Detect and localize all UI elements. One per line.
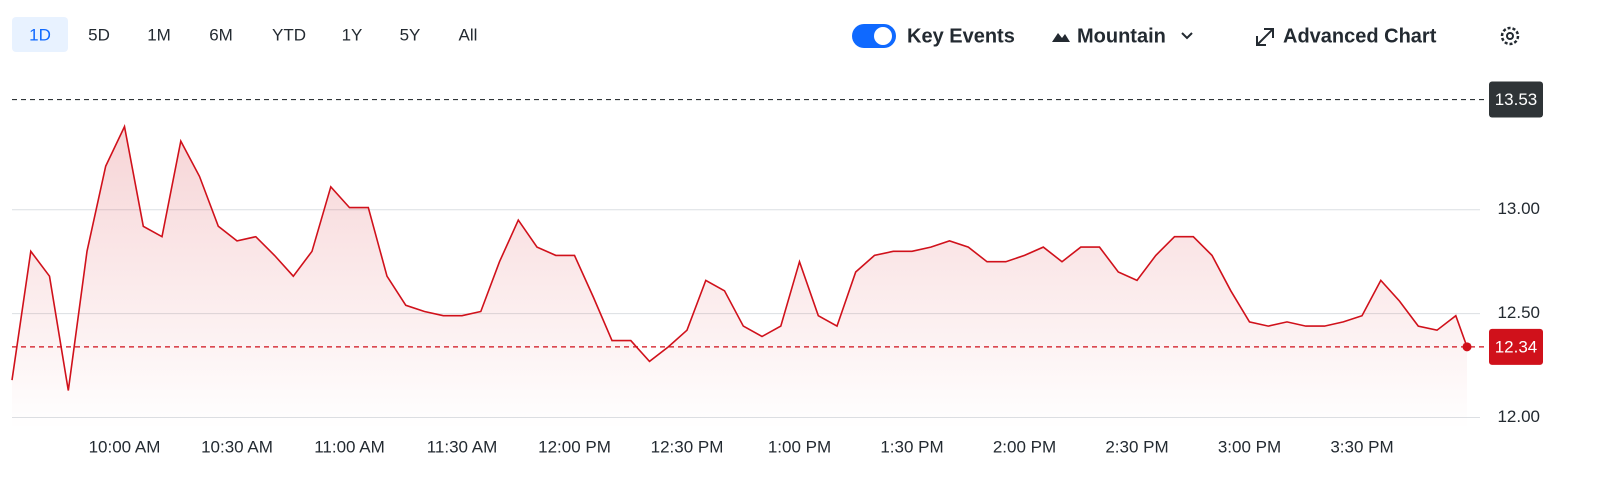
range-button[interactable]: 6M [209, 25, 233, 44]
price-area [12, 126, 1467, 430]
advanced-chart-label[interactable]: Advanced Chart [1283, 25, 1437, 47]
range-button[interactable]: 5Y [400, 25, 421, 44]
settings-icon[interactable] [1500, 26, 1520, 46]
range-button[interactable]: YTD [272, 25, 306, 44]
last-price-dot [1462, 342, 1472, 352]
toolbar: 1D 5D 1M 6M YTD 1Y 5Y All [12, 17, 477, 52]
settings-icon-center [1506, 32, 1514, 40]
x-tick-label: 2:00 PM [993, 437, 1056, 456]
range-button[interactable]: 1Y [342, 25, 363, 44]
x-tick-label: 10:00 AM [89, 437, 161, 456]
dropdown-icon [1181, 32, 1193, 40]
x-tick-label: 12:00 PM [538, 437, 611, 456]
y-tick-label: 12.50 [1497, 303, 1540, 322]
y-tick-label: 13.00 [1497, 199, 1540, 218]
x-tick-label: 12:30 PM [651, 437, 724, 456]
x-tick-label: 3:00 PM [1218, 437, 1281, 456]
price-line [11, 124, 1468, 391]
expand-icon [1256, 28, 1274, 46]
x-tick-label: 11:30 AM [427, 437, 498, 456]
x-tick-label: 2:30 PM [1105, 437, 1168, 456]
x-tick-label: 11:00 AM [314, 437, 385, 456]
reference-label-box [1489, 328, 1543, 365]
y-tick-label: 12.00 [1497, 407, 1540, 426]
reference-label: 12.34 [1495, 337, 1538, 356]
chart-style-label[interactable]: Mountain [1077, 25, 1166, 47]
key-events-label[interactable]: Key Events [907, 25, 1015, 47]
plot: 12.00 12.50 13.00 10:00 AM 10:30 AM 11:00 AM 1… [11, 81, 1543, 456]
toggle-knob [874, 27, 892, 45]
range-button[interactable]: 5D [88, 25, 110, 44]
x-tick-label: 1:30 PM [880, 437, 943, 456]
range-button[interactable]: All [459, 25, 478, 44]
x-tick-label: 1:00 PM [768, 437, 831, 456]
reference-label: 13.53 [1495, 90, 1538, 109]
x-tick-label: 3:30 PM [1330, 437, 1393, 456]
range-button[interactable]: 1M [147, 25, 171, 44]
reference-label-box [1489, 81, 1543, 118]
x-tick-label: 10:30 AM [201, 437, 273, 456]
range-active-bg [12, 17, 68, 52]
mountain-icon [1052, 33, 1070, 42]
range-button[interactable]: 1D [29, 25, 51, 44]
